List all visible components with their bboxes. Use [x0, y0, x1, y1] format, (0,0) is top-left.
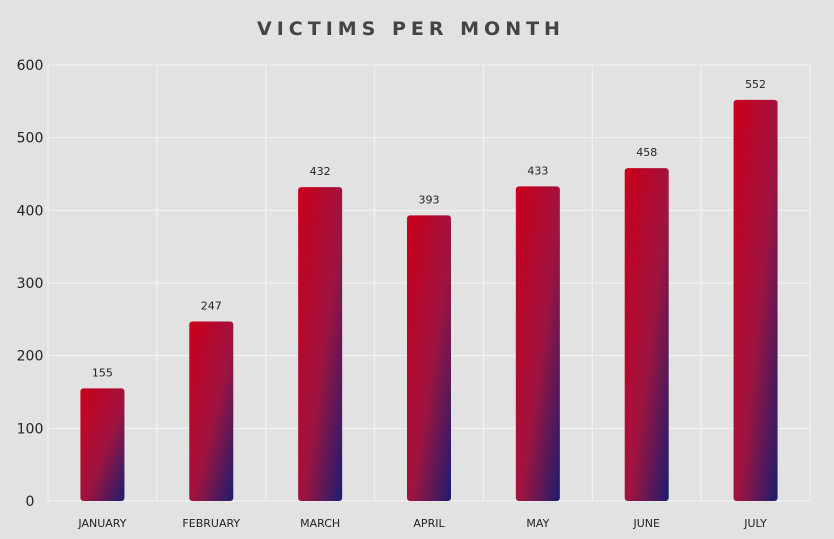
data-labels: 155 247 432 393 433 458 552 [92, 78, 766, 379]
bar-march [298, 187, 343, 501]
y-tick-label: 600 [17, 58, 44, 74]
y-tick-label: 100 [17, 421, 44, 437]
grid-lines [47, 64, 811, 502]
chart-title: VICTIMS PER MONTH [257, 18, 565, 40]
y-tick-label: 400 [17, 203, 44, 219]
y-tick-label: 0 [26, 494, 35, 510]
data-label-february: 247 [201, 300, 222, 313]
x-tick-label-july: JULY [743, 517, 767, 530]
bar-april [407, 215, 451, 502]
y-axis-ticks: 0 100 200 300 400 500 600 [17, 58, 44, 510]
data-label-june: 458 [636, 146, 657, 159]
y-tick-label: 200 [17, 349, 44, 365]
x-tick-label-june: JUNE [632, 517, 660, 530]
x-axis-ticks: JANUARY FEBRUARY MARCH APRIL MAY JUNE JULY [77, 517, 767, 530]
bar-july [733, 99, 778, 501]
y-tick-label: 300 [17, 276, 44, 292]
x-tick-label-march: MARCH [300, 517, 340, 530]
data-label-july: 552 [745, 78, 766, 91]
data-label-january: 155 [92, 366, 113, 379]
x-tick-label-may: MAY [526, 517, 549, 530]
bar-may [515, 186, 560, 501]
data-label-march: 432 [310, 165, 331, 178]
x-tick-label-april: APRIL [413, 517, 445, 530]
x-tick-label-january: JANUARY [77, 517, 126, 530]
bar-february [189, 321, 234, 501]
y-tick-label: 500 [17, 131, 44, 147]
data-label-may: 433 [527, 164, 548, 177]
data-label-april: 393 [419, 193, 440, 206]
x-tick-label-february: FEBRUARY [182, 517, 240, 530]
bar-january [80, 388, 125, 501]
bars [80, 99, 778, 502]
bar-june [624, 168, 669, 502]
